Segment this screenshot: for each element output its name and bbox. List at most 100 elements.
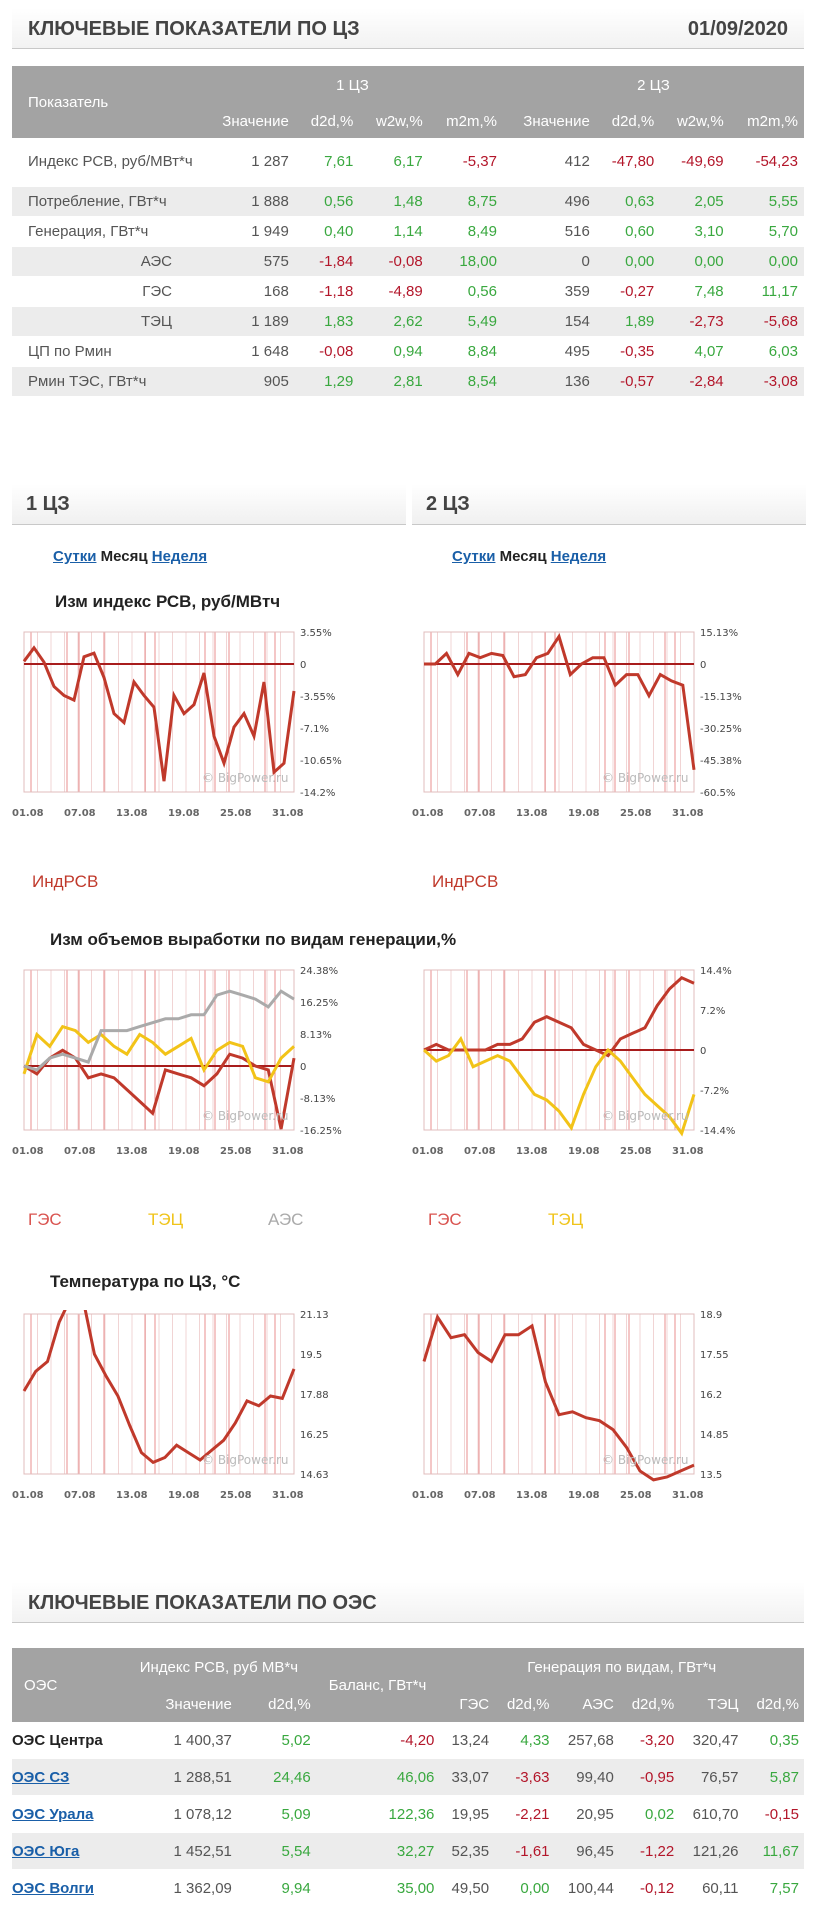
cell: 154 bbox=[502, 306, 596, 337]
cell: 8,75 bbox=[428, 186, 503, 217]
y-tick-label: 24.38% bbox=[300, 966, 338, 977]
cell: -5,37 bbox=[428, 138, 503, 187]
cell: -3,20 bbox=[618, 1722, 680, 1759]
x-tick-label: 01.08 bbox=[12, 1146, 44, 1157]
tab-month[interactable]: Месяц bbox=[100, 548, 148, 565]
x-tick-label: 07.08 bbox=[64, 808, 96, 819]
cell: -49,69 bbox=[660, 138, 730, 187]
row-label: Индекс РСВ, руб/МВт*ч bbox=[12, 138, 202, 187]
tab-month[interactable]: Месяц bbox=[499, 548, 547, 565]
cell: 35,00 bbox=[315, 1869, 440, 1907]
col-header: Значение bbox=[523, 112, 590, 130]
oes-link[interactable]: ОЭС СЗ bbox=[12, 1768, 70, 1786]
kp-table: Показатель 1 ЦЗ 2 ЦЗ Значение d2d,% w2w,% m… bbox=[12, 66, 804, 397]
cell: 3,10 bbox=[660, 216, 730, 247]
x-tick-label: 07.08 bbox=[464, 808, 496, 819]
watermark: © BigPower.ru bbox=[202, 771, 289, 785]
cell: 5,87 bbox=[743, 1758, 804, 1796]
cell: 32,27 bbox=[315, 1832, 440, 1870]
oes-title: КЛЮЧЕВЫЕ ПОКАЗАТЕЛИ ПО ОЭС bbox=[28, 1592, 377, 1614]
y-tick-label: 17.88 bbox=[300, 1390, 329, 1401]
y-tick-label: 14.63 bbox=[300, 1470, 329, 1481]
col-header: d2d,% bbox=[310, 112, 354, 130]
table-row: ОЭС СЗ 1 288,51 24,46 46,06 33,07 -3,63 99,40-… bbox=[12, 1758, 804, 1796]
tab-day[interactable]: Сутки bbox=[452, 548, 496, 565]
col-rsv: Индекс РСВ, руб МВ*ч bbox=[139, 1658, 299, 1676]
legend-tec: ТЭЦ bbox=[148, 1210, 184, 1229]
cell: 0,56 bbox=[294, 186, 360, 217]
col-header: ТЭЦ bbox=[707, 1695, 739, 1713]
y-tick-label: 15.13% bbox=[700, 628, 738, 639]
x-tick-label: 13.08 bbox=[516, 808, 548, 819]
cell: 1,83 bbox=[294, 306, 360, 337]
cell: -5,68 bbox=[729, 306, 804, 337]
col-header: Значение bbox=[165, 1695, 232, 1713]
x-tick-label: 25.08 bbox=[220, 808, 252, 819]
cell: 24,46 bbox=[236, 1758, 316, 1796]
y-tick-label: 3.55% bbox=[300, 628, 332, 639]
cell: 1,48 bbox=[359, 186, 429, 217]
legend-ges: ГЭС bbox=[28, 1210, 62, 1229]
tab-week[interactable]: Неделя bbox=[151, 548, 208, 565]
cell: 20,95 bbox=[554, 1795, 619, 1833]
tab-day[interactable]: Сутки bbox=[53, 548, 97, 565]
table-row: ОЭС Урала 1 078,12 5,09 122,36 19,95 -2,21 20,… bbox=[12, 1795, 804, 1833]
cell: 0,00 bbox=[494, 1869, 555, 1907]
zone1-title: 1 ЦЗ bbox=[26, 493, 70, 515]
y-tick-label: 16.25% bbox=[300, 998, 338, 1009]
cell: 0,56 bbox=[428, 276, 503, 307]
cell: 11,17 bbox=[729, 276, 804, 307]
x-tick-label: 25.08 bbox=[620, 1146, 652, 1157]
row-label: ЦП по Рмин bbox=[12, 336, 202, 367]
x-tick-label: 01.08 bbox=[412, 1146, 444, 1157]
y-tick-label: 7.2% bbox=[700, 1006, 725, 1017]
cell: 5,70 bbox=[729, 216, 804, 247]
cell: -0,35 bbox=[595, 336, 661, 367]
cell: 257,68 bbox=[554, 1722, 619, 1759]
y-tick-label: -30.25% bbox=[700, 724, 742, 735]
y-tick-label: -14.2% bbox=[300, 788, 335, 799]
cell: 0,40 bbox=[294, 216, 360, 247]
col-header: d2d,% bbox=[631, 1695, 675, 1713]
col-header: Значение bbox=[222, 112, 289, 130]
col-header: ГЭС bbox=[459, 1695, 490, 1713]
cell: -2,21 bbox=[494, 1795, 555, 1833]
y-tick-label: 21.13 bbox=[300, 1310, 329, 1321]
cell: 8,84 bbox=[428, 336, 503, 367]
col-header: d2d,% bbox=[268, 1695, 311, 1713]
col-header: d2d,% bbox=[611, 112, 655, 130]
cell: 19,95 bbox=[439, 1795, 495, 1833]
x-tick-label: 25.08 bbox=[620, 808, 652, 819]
rsv-chart-title: Изм индекс РСВ, руб/МВтч bbox=[55, 592, 281, 611]
x-tick-label: 07.08 bbox=[64, 1146, 96, 1157]
zone1-tabs: Сутки Месяц Неделя bbox=[53, 548, 207, 565]
col-gen: Генерация по видам, ГВт*ч bbox=[527, 1658, 717, 1676]
x-tick-label: 13.08 bbox=[116, 1490, 148, 1501]
x-tick-label: 19.08 bbox=[168, 1490, 200, 1501]
y-tick-label: 14.85 bbox=[700, 1430, 729, 1441]
cell: 5,49 bbox=[428, 306, 503, 337]
cell: 1,14 bbox=[359, 216, 429, 247]
cell: -2,84 bbox=[660, 366, 730, 397]
temp-chart-zone1: 21.13 19.5 17.88 16.25 14.63 01.08 07.08 13.08 1… bbox=[12, 1310, 329, 1501]
table-row: Рмин ТЭС, ГВт*ч 905 1,29 2,81 8,54 136 -0,57 -2… bbox=[12, 366, 804, 397]
cell: 1 888 bbox=[202, 186, 295, 217]
cell: -1,84 bbox=[294, 246, 360, 277]
oes-name-cell: ОЭС Волги bbox=[12, 1869, 123, 1907]
rsv-chart-zone1: 3.55% 0 -3.55% -7.1% -10.65% -14.2% 01.08 07.08… bbox=[12, 628, 342, 819]
oes-link[interactable]: ОЭС Юга bbox=[12, 1842, 80, 1860]
tab-week[interactable]: Неделя bbox=[550, 548, 607, 565]
cell: 4,33 bbox=[494, 1722, 555, 1759]
x-tick-label: 31.08 bbox=[272, 808, 304, 819]
oes-link[interactable]: ОЭС Волги bbox=[12, 1879, 94, 1897]
oes-link[interactable]: ОЭС Урала bbox=[12, 1805, 94, 1823]
x-tick-label: 31.08 bbox=[272, 1490, 304, 1501]
cell: 1 287 bbox=[202, 138, 295, 187]
legend-rsv: ИндРСВ bbox=[432, 872, 499, 891]
cell: 1 189 bbox=[202, 306, 295, 337]
cell: 0,60 bbox=[595, 216, 661, 247]
table-row: ЦП по Рмин 1 648 -0,08 0,94 8,84 495 -0,35 4,07… bbox=[12, 336, 804, 367]
col-header: w2w,% bbox=[676, 112, 724, 130]
y-tick-label: 16.2 bbox=[700, 1390, 722, 1401]
cell: 8,54 bbox=[428, 366, 503, 397]
